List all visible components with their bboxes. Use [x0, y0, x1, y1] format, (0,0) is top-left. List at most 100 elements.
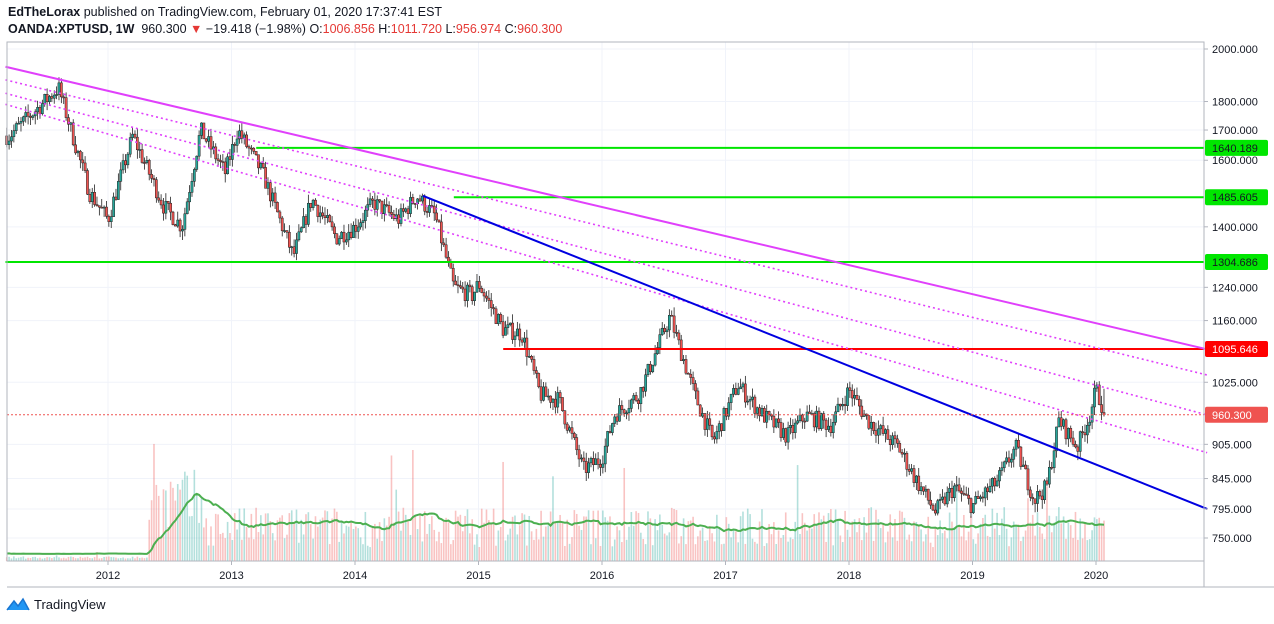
- candle-body: [603, 445, 607, 465]
- volume-bar: [540, 510, 542, 561]
- candle-body: [983, 487, 987, 499]
- candle: [157, 191, 161, 203]
- candle-body: [494, 308, 498, 324]
- volume-bar: [1096, 519, 1098, 561]
- candle-body: [428, 205, 431, 213]
- volume-bar: [264, 513, 267, 561]
- low-label: L:: [445, 22, 456, 36]
- candle: [741, 381, 745, 393]
- candle: [19, 117, 23, 132]
- candle-body: [955, 484, 959, 487]
- footer-branding[interactable]: TradingView: [6, 596, 106, 612]
- candle: [299, 226, 303, 233]
- candle-body: [767, 411, 771, 416]
- candle-body: [340, 231, 343, 239]
- candle-body: [546, 395, 550, 398]
- candle: [589, 456, 593, 468]
- candle-body: [741, 383, 745, 388]
- candle-body: [929, 499, 932, 506]
- candle-body: [782, 428, 785, 438]
- candle: [988, 478, 992, 494]
- price-axis[interactable]: 2000.000 1800.000 1700.000 1600.000 1400.000…: [1204, 44, 1258, 545]
- candle-body: [549, 395, 552, 403]
- candle-body: [399, 208, 403, 224]
- candle: [214, 143, 218, 164]
- volume-bar: [832, 545, 835, 561]
- candle: [1033, 498, 1037, 513]
- volume-bar: [195, 494, 198, 561]
- grid-lines: [7, 42, 1204, 561]
- candle: [480, 285, 484, 294]
- candle-body: [568, 427, 571, 431]
- volume-bar: [955, 486, 958, 561]
- candle: [744, 375, 747, 408]
- volume-bar: [198, 522, 200, 561]
- volume-bar: [965, 540, 968, 561]
- volume-bar: [903, 517, 906, 561]
- candle-body: [634, 395, 638, 401]
- volume-bar: [1060, 523, 1063, 561]
- candle: [459, 280, 462, 290]
- volume-bar: [300, 519, 303, 561]
- trendlines[interactable]: [5, 65, 1208, 510]
- volume-bar: [663, 533, 666, 561]
- y-tick-label: 1160.000: [1212, 316, 1257, 328]
- candle-body: [1043, 480, 1046, 500]
- volume-bar: [974, 543, 977, 561]
- volume-bar: [986, 535, 989, 561]
- candle: [178, 218, 182, 238]
- candle-body: [204, 138, 208, 142]
- author-name[interactable]: EdTheLorax: [8, 5, 81, 19]
- horizontal-levels[interactable]: [5, 146, 1204, 351]
- volume-bar: [979, 523, 982, 561]
- candle-body: [489, 300, 493, 308]
- volume-bar: [580, 529, 583, 561]
- candle: [518, 323, 522, 347]
- candle-body: [739, 386, 742, 390]
- volume-bar: [352, 528, 355, 561]
- candle-body: [924, 488, 928, 492]
- candle: [596, 452, 600, 470]
- candle-body: [185, 201, 189, 215]
- volume-bar: [219, 534, 222, 561]
- symbol-label[interactable]: OANDA:XPTUSD, 1W: [8, 22, 135, 36]
- candle: [912, 464, 916, 488]
- candle-body: [216, 158, 220, 161]
- volume-bar: [1103, 520, 1105, 561]
- candle: [342, 224, 346, 250]
- candle: [767, 410, 771, 421]
- volume-bar: [181, 479, 184, 561]
- candle-body: [841, 404, 845, 407]
- candle: [779, 418, 783, 442]
- volume-bar: [321, 517, 324, 561]
- volume-bar: [545, 526, 547, 561]
- candle-body: [698, 404, 702, 417]
- volume-bar: [295, 509, 298, 561]
- time-axis[interactable]: 2012 2013 2014 2015 2016 2017 2018 2019 2020: [96, 561, 1108, 582]
- candle: [831, 414, 835, 439]
- volume-bar: [312, 538, 314, 561]
- volume-bar: [483, 522, 485, 561]
- candle: [798, 408, 802, 423]
- candle: [786, 421, 790, 450]
- candle-body: [195, 155, 199, 170]
- candle: [701, 407, 704, 418]
- candle-body: [1029, 489, 1032, 498]
- volume-bar: [495, 545, 497, 561]
- candle: [658, 328, 662, 355]
- volume-bar: [625, 539, 628, 561]
- candle-body: [969, 498, 973, 514]
- price-badge: 1485.605: [1205, 189, 1268, 206]
- candle: [827, 417, 830, 432]
- volume-bar: [602, 510, 604, 561]
- volume-bar: [245, 527, 248, 561]
- candle: [898, 440, 902, 453]
- candle: [1071, 430, 1075, 447]
- candle-body: [456, 284, 460, 287]
- candle: [727, 397, 731, 420]
- candle: [599, 459, 602, 476]
- volume-bar: [1041, 533, 1044, 561]
- candle-body: [886, 429, 890, 440]
- volume-bar: [735, 531, 737, 561]
